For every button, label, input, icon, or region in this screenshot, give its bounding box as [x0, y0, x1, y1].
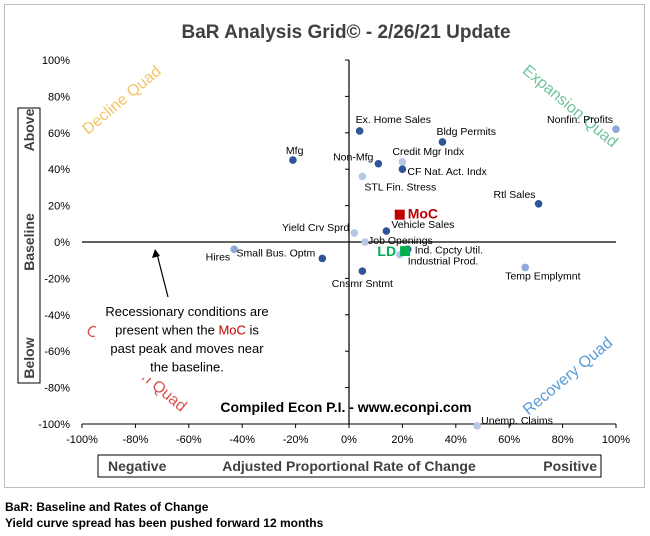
data-label: Ind. Cpcty Util. [415, 244, 483, 256]
data-point [350, 229, 359, 237]
data-point [358, 267, 367, 275]
data-label: STL Fin. Stress [364, 181, 436, 193]
quadrant-label-top-right: Expansion Quad [519, 62, 621, 151]
data-label: Credit Mgr Indx [392, 146, 465, 158]
data-label: Industrial Prod. [408, 256, 479, 268]
data-point [355, 127, 364, 135]
moc-marker [394, 209, 405, 220]
y-tick-label: -60% [44, 346, 70, 358]
x-axis-label-negative: Negative [108, 458, 167, 474]
y-tick-label: 60% [48, 128, 70, 140]
note-arrow-line [156, 253, 169, 298]
y-axis-label-baseline: Baseline [21, 213, 37, 271]
note-text: Recessionary conditions are [105, 304, 268, 319]
data-label: Non-Mfg [333, 152, 373, 164]
x-tick-label: -60% [176, 434, 202, 446]
note-text: is [246, 323, 260, 338]
footnote-bar-definition: BaR: Baseline and Rates of Change [5, 500, 209, 514]
data-label: Temp Emplymnt [505, 270, 580, 282]
x-axis-label-positive: Positive [543, 458, 597, 474]
data-label: Cnsmr Sntmt [332, 278, 393, 290]
note-text: the baseline. [150, 360, 224, 375]
scatter-chart: BaR Analysis Grid© - 2/26/21 Update -100%… [17, 22, 630, 478]
y-tick-label: 40% [48, 164, 70, 176]
data-label: Rtl Sales [494, 189, 536, 201]
y-tick-label: -20% [44, 273, 70, 285]
quadrant-label-top-left: Decline Quad [80, 63, 165, 138]
moc-label: MoC [408, 206, 438, 222]
x-tick-label: 40% [445, 434, 467, 446]
note-line: past peak and moves near [110, 341, 264, 356]
ld-marker [400, 246, 411, 257]
data-point [289, 156, 297, 164]
x-axis-label: Adjusted Proportional Rate of Change [222, 458, 476, 474]
data-point [318, 254, 327, 263]
data-point [374, 159, 383, 168]
ld-label: LD [377, 243, 396, 259]
data-label: CF Nat. Act. Indx [407, 166, 487, 178]
data-point [398, 165, 407, 173]
data-point [473, 422, 481, 430]
data-label: Vehicle Sales [391, 219, 454, 231]
data-point [358, 172, 367, 181]
y-tick-label: -40% [44, 310, 70, 322]
data-point [438, 138, 447, 146]
y-tick-label: 20% [48, 201, 70, 213]
x-tick-label: -20% [283, 434, 309, 446]
data-point [361, 238, 369, 246]
x-tick-label: -40% [229, 434, 255, 446]
x-tick-label: 0% [341, 434, 357, 446]
credit-text: Compiled Econ P.I. - www.econpi.com [220, 399, 471, 415]
data-label: Hires [206, 251, 231, 263]
data-label: Mfg [286, 145, 304, 157]
y-tick-label: 0% [54, 237, 70, 249]
note-box [96, 298, 279, 378]
x-axis-label-box [97, 454, 602, 478]
note-line: Recessionary conditions are [105, 304, 268, 319]
data-label: Nonfin. Profits [547, 114, 613, 126]
x-tick-label: 60% [498, 434, 520, 446]
data-point [230, 245, 238, 254]
x-tick-label: -80% [123, 434, 149, 446]
data-point [534, 199, 543, 208]
chart-title: BaR Analysis Grid© - 2/26/21 Update [181, 22, 510, 43]
quadrant-label-bottom-right: Recovery Quad [520, 334, 616, 418]
data-point [382, 227, 391, 235]
y-tick-label: 100% [42, 55, 70, 67]
x-tick-label: 80% [552, 434, 574, 446]
x-tick-label: 100% [602, 434, 630, 446]
y-axis-label-box [17, 107, 41, 384]
note-line: the baseline. [150, 360, 224, 375]
x-tick-label: 20% [391, 434, 413, 446]
y-tick-label: -80% [44, 383, 70, 395]
data-point [612, 125, 620, 133]
note-moc-highlight: MoC [218, 323, 245, 338]
footnote-yield-curve: Yield curve spread has been pushed forwa… [5, 516, 324, 530]
chart-border [4, 4, 645, 488]
data-label: Bldg Permits [436, 126, 496, 138]
note-arrow-head [152, 249, 160, 258]
y-axis-label-below: Below [21, 337, 37, 378]
y-tick-label: 80% [48, 91, 70, 103]
data-label: Small Bus. Optm [237, 247, 316, 259]
y-tick-label: -100% [38, 419, 70, 431]
y-axis-label-above: Above [21, 108, 37, 151]
note-text: past peak and moves near [110, 341, 264, 356]
data-point [521, 263, 530, 272]
data-point [398, 158, 407, 166]
note-line: present when the MoC is [115, 323, 259, 338]
note-text: present when the [115, 323, 218, 338]
data-label: Unemp. Claims [481, 415, 553, 427]
data-label: Ex. Home Sales [356, 114, 431, 126]
x-tick-label: -100% [66, 434, 98, 446]
data-label: Job Openings [368, 235, 433, 247]
data-label: Yield Crv Sprd [282, 222, 349, 234]
